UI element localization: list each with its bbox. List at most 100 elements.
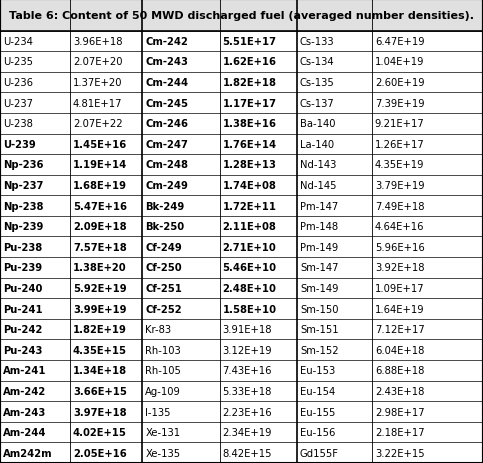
Text: 8.42E+15: 8.42E+15 xyxy=(223,448,272,458)
Text: 3.12E+19: 3.12E+19 xyxy=(223,345,272,355)
Text: 1.58E+10: 1.58E+10 xyxy=(223,304,277,314)
Text: 1.19E+14: 1.19E+14 xyxy=(73,160,127,170)
Text: Np-237: Np-237 xyxy=(3,181,43,191)
Text: Am242m: Am242m xyxy=(3,448,53,458)
Bar xyxy=(0,381,483,401)
Text: 2.07E+22: 2.07E+22 xyxy=(73,119,123,129)
Text: 7.49E+18: 7.49E+18 xyxy=(375,201,424,211)
Bar xyxy=(0,360,483,381)
Text: 2.34E+19: 2.34E+19 xyxy=(223,427,272,437)
Text: 1.62E+16: 1.62E+16 xyxy=(223,57,277,67)
Text: Cs-137: Cs-137 xyxy=(300,99,335,108)
Text: 5.33E+18: 5.33E+18 xyxy=(223,386,272,396)
Text: Cs-135: Cs-135 xyxy=(300,78,335,88)
Text: La-140: La-140 xyxy=(300,139,334,150)
Text: 1.45E+16: 1.45E+16 xyxy=(73,139,127,150)
Text: 4.02E+15: 4.02E+15 xyxy=(73,427,127,437)
Text: 5.96E+16: 5.96E+16 xyxy=(375,242,425,252)
Text: 2.60E+19: 2.60E+19 xyxy=(375,78,425,88)
Text: 4.35E+15: 4.35E+15 xyxy=(73,345,127,355)
Bar xyxy=(0,319,483,340)
Text: Pm-148: Pm-148 xyxy=(300,222,338,232)
Bar xyxy=(0,340,483,360)
Text: 1.64E+19: 1.64E+19 xyxy=(375,304,425,314)
Text: 7.12E+17: 7.12E+17 xyxy=(375,325,425,334)
Bar xyxy=(0,278,483,299)
Text: Cm-244: Cm-244 xyxy=(145,78,188,88)
Text: Eu-155: Eu-155 xyxy=(300,407,335,417)
Text: 5.92E+19: 5.92E+19 xyxy=(73,283,127,294)
Text: Rh-105: Rh-105 xyxy=(145,366,181,375)
Text: 1.17E+17: 1.17E+17 xyxy=(223,99,277,108)
Text: Bk-250: Bk-250 xyxy=(145,222,185,232)
Text: 2.71E+10: 2.71E+10 xyxy=(223,242,276,252)
Text: 1.72E+11: 1.72E+11 xyxy=(223,201,277,211)
Text: Cm-246: Cm-246 xyxy=(145,119,188,129)
Text: 1.28E+13: 1.28E+13 xyxy=(223,160,277,170)
Text: Cm-242: Cm-242 xyxy=(145,37,188,47)
Bar xyxy=(0,52,483,73)
Bar xyxy=(0,443,483,463)
Bar xyxy=(0,257,483,278)
Text: U-237: U-237 xyxy=(3,99,33,108)
Bar xyxy=(0,196,483,216)
Text: 1.34E+18: 1.34E+18 xyxy=(73,366,127,375)
Text: 1.09E+17: 1.09E+17 xyxy=(375,283,425,294)
Bar xyxy=(0,114,483,134)
Text: 7.39E+19: 7.39E+19 xyxy=(375,99,425,108)
Text: 1.68E+19: 1.68E+19 xyxy=(73,181,127,191)
Text: Ag-109: Ag-109 xyxy=(145,386,181,396)
Text: 1.37E+20: 1.37E+20 xyxy=(73,78,122,88)
Text: Pm-149: Pm-149 xyxy=(300,242,338,252)
Bar xyxy=(0,237,483,257)
Text: 1.38E+16: 1.38E+16 xyxy=(223,119,277,129)
Text: 3.96E+18: 3.96E+18 xyxy=(73,37,122,47)
Text: 1.82E+19: 1.82E+19 xyxy=(73,325,127,334)
Text: Cm-247: Cm-247 xyxy=(145,139,188,150)
Text: Gd155F: Gd155F xyxy=(300,448,339,458)
Text: Cf-249: Cf-249 xyxy=(145,242,182,252)
Text: 5.51E+17: 5.51E+17 xyxy=(223,37,277,47)
Text: Bk-249: Bk-249 xyxy=(145,201,185,211)
Text: Cm-248: Cm-248 xyxy=(145,160,188,170)
Bar xyxy=(0,422,483,443)
Text: Eu-154: Eu-154 xyxy=(300,386,335,396)
Text: Am-243: Am-243 xyxy=(3,407,46,417)
Text: 3.22E+15: 3.22E+15 xyxy=(375,448,425,458)
Text: 2.43E+18: 2.43E+18 xyxy=(375,386,424,396)
Text: Pu-238: Pu-238 xyxy=(3,242,42,252)
Text: 3.97E+18: 3.97E+18 xyxy=(73,407,127,417)
Text: 4.35E+19: 4.35E+19 xyxy=(375,160,424,170)
Text: 3.91E+18: 3.91E+18 xyxy=(223,325,272,334)
Text: 7.43E+16: 7.43E+16 xyxy=(223,366,272,375)
Text: Kr-83: Kr-83 xyxy=(145,325,171,334)
Text: Pu-243: Pu-243 xyxy=(3,345,43,355)
Text: U-235: U-235 xyxy=(3,57,33,67)
Text: I-135: I-135 xyxy=(145,407,171,417)
Text: 5.46E+10: 5.46E+10 xyxy=(223,263,277,273)
Text: 2.11E+08: 2.11E+08 xyxy=(223,222,277,232)
Text: U-236: U-236 xyxy=(3,78,33,88)
Text: Cm-249: Cm-249 xyxy=(145,181,188,191)
Text: Sm-147: Sm-147 xyxy=(300,263,339,273)
Text: Table 6: Content of 50 MWD discharged fuel (averaged number densities).: Table 6: Content of 50 MWD discharged fu… xyxy=(9,11,474,21)
Text: Rh-103: Rh-103 xyxy=(145,345,181,355)
Text: 3.92E+18: 3.92E+18 xyxy=(375,263,424,273)
Text: Xe-135: Xe-135 xyxy=(145,448,181,458)
Text: Cs-134: Cs-134 xyxy=(300,57,335,67)
Text: Sm-149: Sm-149 xyxy=(300,283,339,294)
Text: Cm-245: Cm-245 xyxy=(145,99,188,108)
Text: 2.48E+10: 2.48E+10 xyxy=(223,283,277,294)
Text: U-234: U-234 xyxy=(3,37,33,47)
Text: Am-244: Am-244 xyxy=(3,427,46,437)
Text: 7.57E+18: 7.57E+18 xyxy=(73,242,127,252)
Text: Sm-152: Sm-152 xyxy=(300,345,339,355)
Text: Ba-140: Ba-140 xyxy=(300,119,335,129)
Text: Am-241: Am-241 xyxy=(3,366,46,375)
Bar xyxy=(0,155,483,175)
Text: 1.38E+20: 1.38E+20 xyxy=(73,263,127,273)
Text: 6.47E+19: 6.47E+19 xyxy=(375,37,425,47)
Text: Cf-251: Cf-251 xyxy=(145,283,182,294)
Text: 1.82E+18: 1.82E+18 xyxy=(223,78,277,88)
Text: 3.99E+19: 3.99E+19 xyxy=(73,304,127,314)
